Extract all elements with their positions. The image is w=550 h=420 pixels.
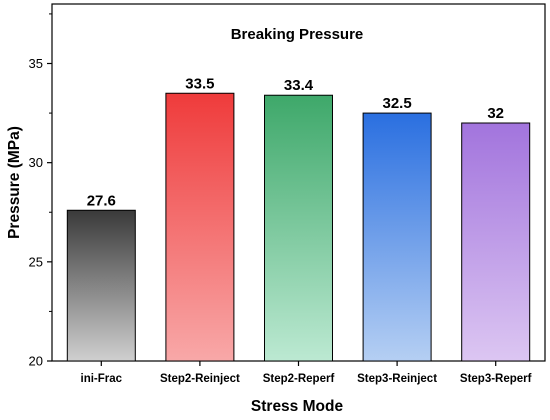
- x-axis: ini-Frac Step2-Reinject Step2-Reperf Step3-…: [81, 361, 532, 385]
- value-label: 33.5: [185, 75, 214, 92]
- bar-step3-reperf: [461, 122, 531, 362]
- value-labels: 27.6 33.5 33.4 32.5 32: [87, 75, 504, 209]
- bar-step2-reperf: [264, 94, 333, 362]
- y-tick-label: 30: [29, 155, 43, 170]
- bar-ini-frac: [66, 209, 136, 362]
- y-tick-label: 25: [29, 254, 43, 269]
- value-label: 32: [487, 105, 504, 122]
- x-tick-label: Step3-Reinject: [357, 373, 437, 385]
- bar-step2-reinject: [165, 92, 235, 362]
- value-label: 27.6: [87, 192, 116, 209]
- bar-step3-reinject: [362, 112, 432, 362]
- x-tick-label: Step2-Reperf: [263, 373, 335, 385]
- x-axis-title: Stress Mode: [251, 398, 344, 415]
- value-label: 32.5: [382, 95, 411, 112]
- x-tick-label: Step2-Reinject: [160, 373, 240, 385]
- x-tick-label: ini-Frac: [81, 373, 123, 385]
- chart-title: Breaking Pressure: [231, 26, 364, 43]
- y-tick-label: 35: [29, 56, 43, 71]
- x-tick-label: Step3-Reperf: [460, 373, 532, 385]
- y-axis: 20 25 30 35: [29, 13, 52, 369]
- bars: [66, 92, 531, 362]
- value-label: 33.4: [284, 77, 314, 94]
- y-tick-label: 20: [29, 354, 43, 369]
- y-axis-title: Pressure (MPa): [6, 126, 23, 239]
